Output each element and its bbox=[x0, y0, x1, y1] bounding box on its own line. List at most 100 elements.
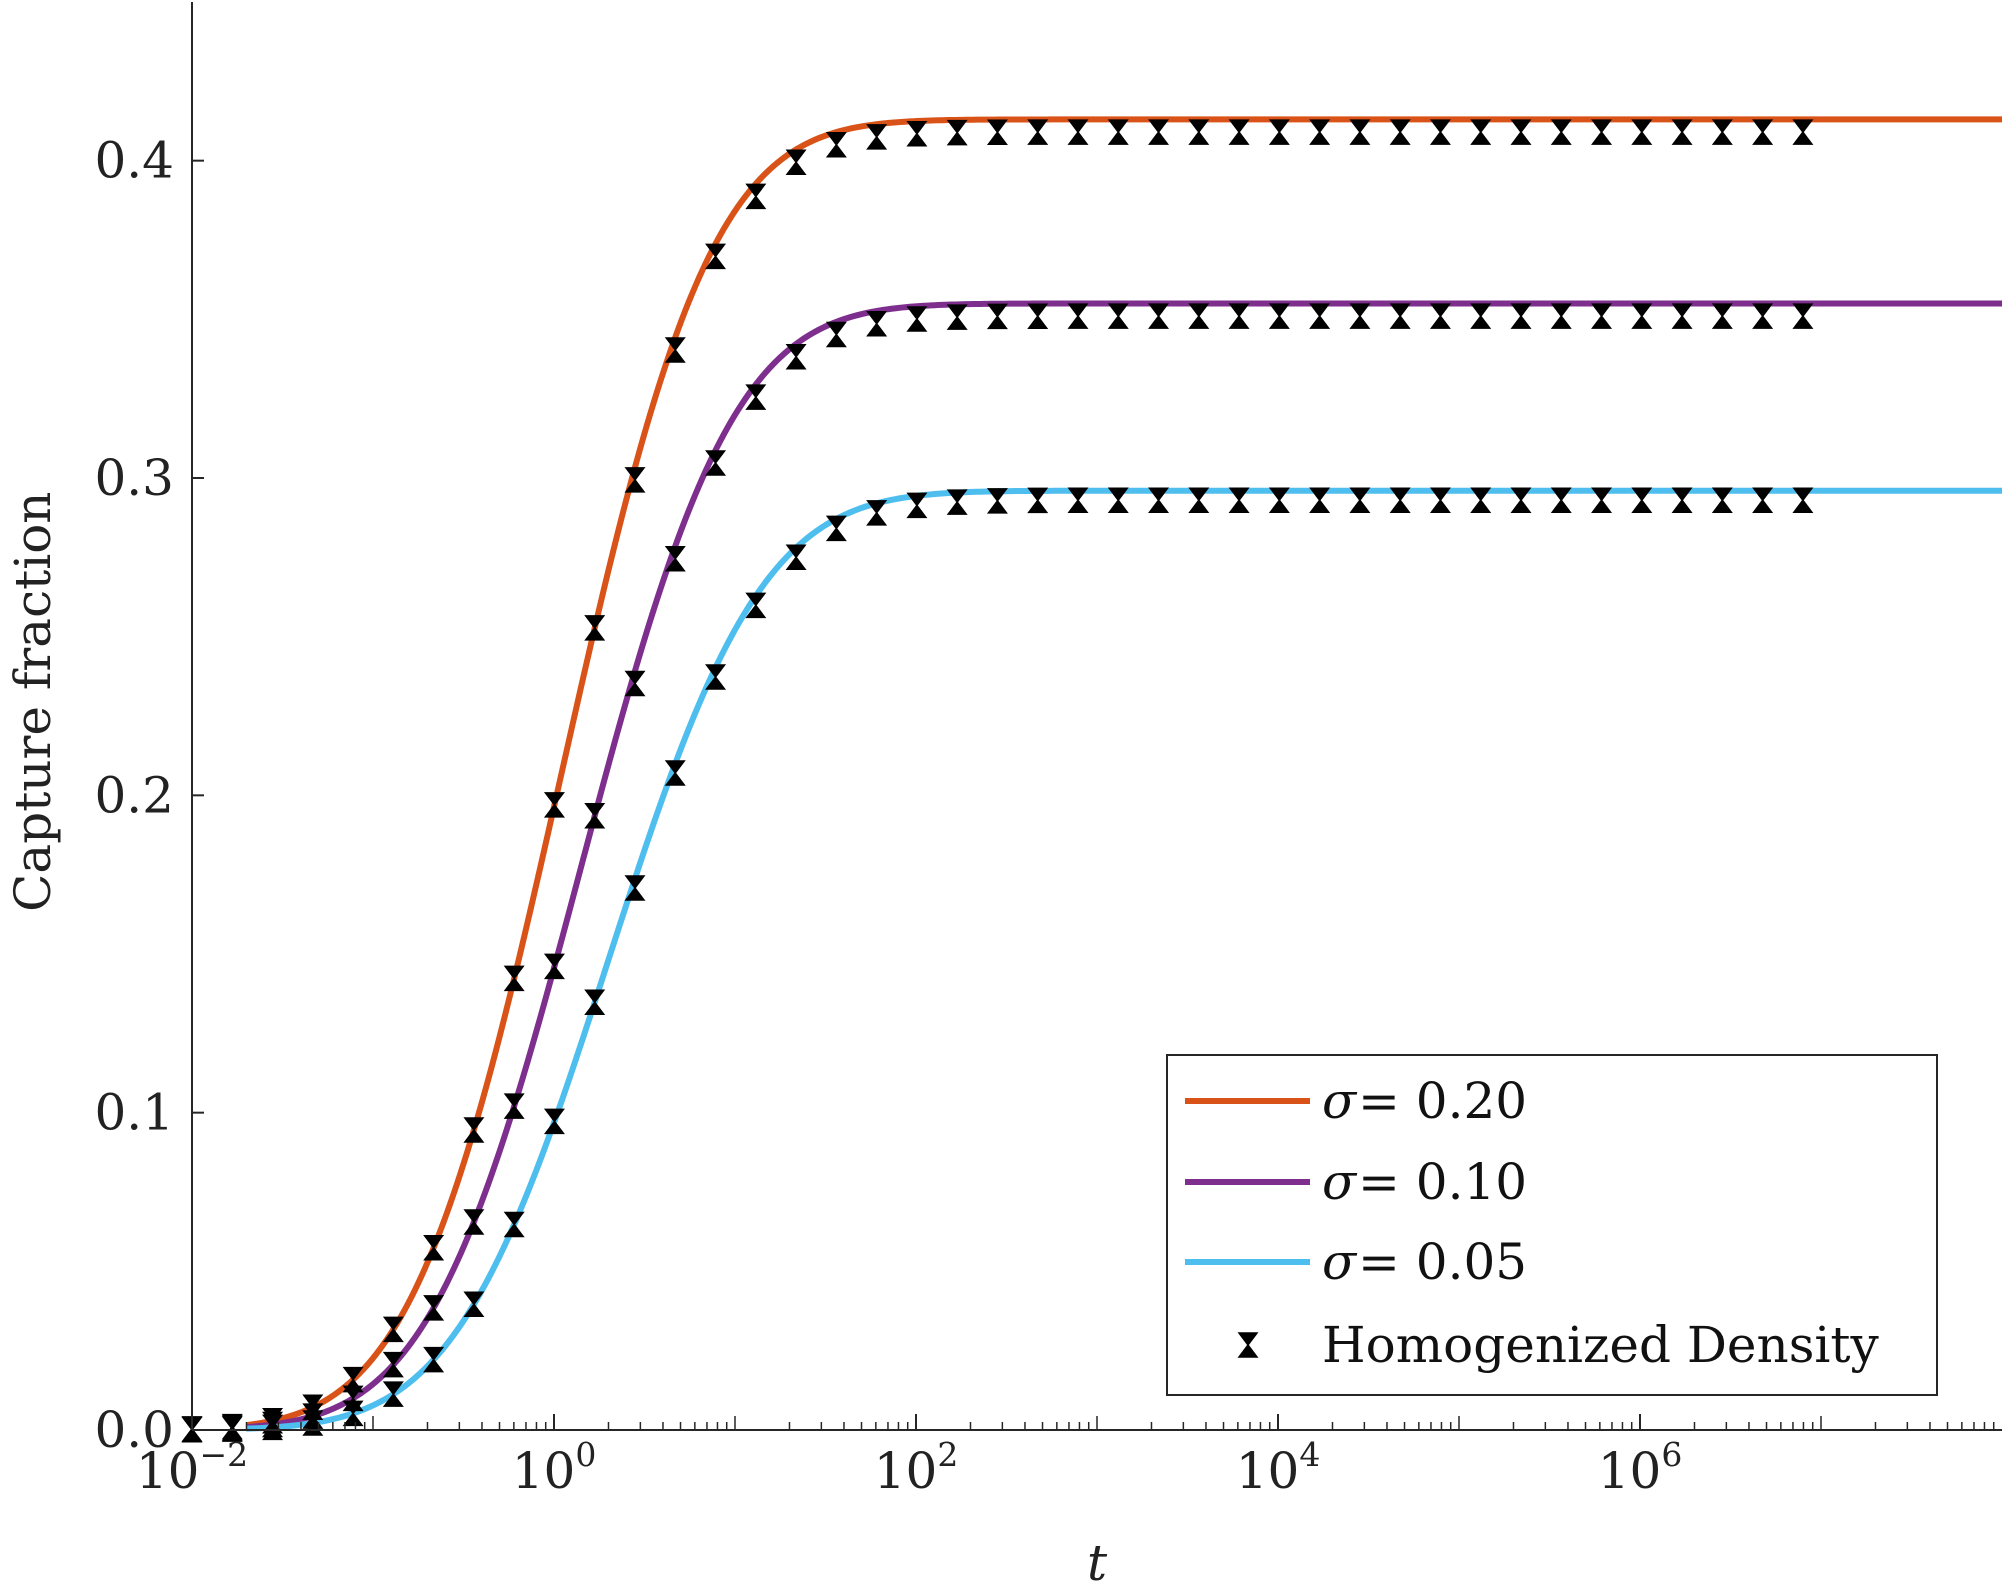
density-marker bbox=[664, 337, 686, 363]
x-tick-exponent: 0 bbox=[575, 1435, 596, 1474]
density-marker bbox=[1510, 487, 1532, 513]
density-marker bbox=[1148, 303, 1170, 329]
legend-sigma-2: σ bbox=[1322, 1153, 1358, 1211]
density-marker bbox=[382, 1351, 404, 1378]
density-marker bbox=[382, 1381, 404, 1407]
density-marker bbox=[463, 1291, 485, 1317]
density-marker bbox=[1107, 119, 1129, 145]
density-marker bbox=[1671, 487, 1693, 513]
density-marker bbox=[1067, 119, 1089, 145]
density-marker bbox=[543, 1108, 565, 1135]
density-marker bbox=[1309, 303, 1331, 329]
density-marker bbox=[423, 1235, 445, 1261]
marker-group-2 bbox=[181, 303, 1814, 1443]
density-marker bbox=[1067, 303, 1089, 329]
density-marker bbox=[986, 303, 1008, 330]
density-marker bbox=[1389, 487, 1411, 513]
x-tick-label: 102 bbox=[874, 1435, 959, 1500]
density-marker bbox=[1067, 487, 1089, 514]
tick-labels: 0.00.10.20.30.410−2 100 102 104 106 bbox=[94, 132, 1682, 1500]
x-tick-base: 10 bbox=[874, 1442, 938, 1500]
density-marker bbox=[1591, 119, 1613, 145]
density-marker bbox=[1510, 119, 1532, 145]
x-tick-label: 104 bbox=[1236, 1435, 1321, 1500]
density-marker bbox=[382, 1316, 404, 1343]
density-marker bbox=[342, 1400, 364, 1427]
x-tick-exponent: 4 bbox=[1299, 1435, 1320, 1474]
density-marker bbox=[1349, 487, 1371, 513]
density-marker bbox=[1429, 487, 1451, 513]
density-marker bbox=[1470, 487, 1492, 513]
x-tick-base: 10 bbox=[136, 1442, 200, 1500]
density-marker bbox=[1792, 119, 1814, 145]
legend-sigma-3: σ bbox=[1322, 1233, 1358, 1291]
density-marker bbox=[1027, 119, 1049, 145]
plot-area bbox=[181, 116, 2002, 1443]
density-marker bbox=[624, 875, 646, 901]
density-marker bbox=[1671, 119, 1693, 145]
density-marker bbox=[624, 670, 646, 697]
density-marker bbox=[1309, 119, 1331, 145]
density-marker bbox=[825, 132, 847, 158]
y-tick-label: 0.4 bbox=[94, 132, 174, 190]
density-marker bbox=[503, 965, 525, 992]
x-tick-exponent: 6 bbox=[1661, 1435, 1682, 1474]
density-marker bbox=[946, 304, 968, 330]
density-marker bbox=[785, 149, 807, 175]
density-marker bbox=[986, 488, 1008, 514]
density-marker bbox=[1268, 119, 1290, 145]
density-marker bbox=[1510, 303, 1532, 329]
density-marker bbox=[1631, 119, 1653, 145]
density-marker bbox=[1268, 487, 1290, 513]
y-axis-title: Capture fraction bbox=[4, 491, 62, 911]
marker-group-1 bbox=[181, 119, 1814, 1442]
x-tick-base: 10 bbox=[1598, 1442, 1662, 1500]
density-marker bbox=[1550, 487, 1572, 513]
density-marker bbox=[785, 343, 807, 370]
density-marker bbox=[1711, 119, 1733, 145]
x-axis-title: t bbox=[1087, 1534, 1108, 1592]
density-marker bbox=[1752, 303, 1774, 329]
density-marker bbox=[543, 792, 565, 818]
density-marker bbox=[825, 515, 847, 542]
density-marker bbox=[463, 1117, 485, 1143]
density-marker bbox=[1550, 119, 1572, 145]
legend-sigma-1: σ bbox=[1322, 1072, 1358, 1130]
density-marker bbox=[1188, 487, 1210, 513]
density-marker bbox=[1752, 487, 1774, 513]
density-marker bbox=[664, 760, 686, 786]
density-marker bbox=[584, 989, 606, 1015]
density-marker bbox=[1631, 303, 1653, 329]
density-marker bbox=[1631, 487, 1653, 513]
density-marker bbox=[1027, 487, 1049, 514]
x-tick-base: 10 bbox=[1236, 1442, 1300, 1500]
density-marker bbox=[1027, 303, 1049, 329]
y-tick-label: 0.3 bbox=[94, 449, 174, 507]
x-tick-label: 106 bbox=[1598, 1435, 1683, 1500]
legend-label-1: = 0.20 bbox=[1358, 1072, 1527, 1130]
density-marker bbox=[503, 1093, 525, 1119]
density-marker bbox=[262, 1414, 284, 1441]
x-tick-base: 10 bbox=[512, 1442, 576, 1500]
axis-ticks bbox=[191, 159, 1995, 1431]
density-marker bbox=[463, 1209, 485, 1235]
x-tick-label: 100 bbox=[512, 1435, 597, 1500]
density-marker bbox=[1470, 303, 1492, 329]
legend-label-markers: Homogenized Density bbox=[1322, 1316, 1879, 1374]
density-marker bbox=[1389, 119, 1411, 145]
density-marker bbox=[1188, 119, 1210, 145]
density-marker bbox=[1429, 303, 1451, 329]
density-marker bbox=[906, 492, 928, 519]
density-marker bbox=[1792, 487, 1814, 513]
density-marker bbox=[745, 592, 767, 619]
density-marker bbox=[866, 124, 888, 150]
density-marker bbox=[986, 119, 1008, 145]
density-marker bbox=[906, 306, 928, 332]
density-marker bbox=[1752, 119, 1774, 145]
density-marker bbox=[1188, 303, 1210, 329]
density-marker bbox=[1349, 119, 1371, 145]
legend-label-2: = 0.10 bbox=[1358, 1153, 1527, 1211]
density-marker bbox=[1429, 119, 1451, 145]
density-marker bbox=[1228, 119, 1250, 145]
